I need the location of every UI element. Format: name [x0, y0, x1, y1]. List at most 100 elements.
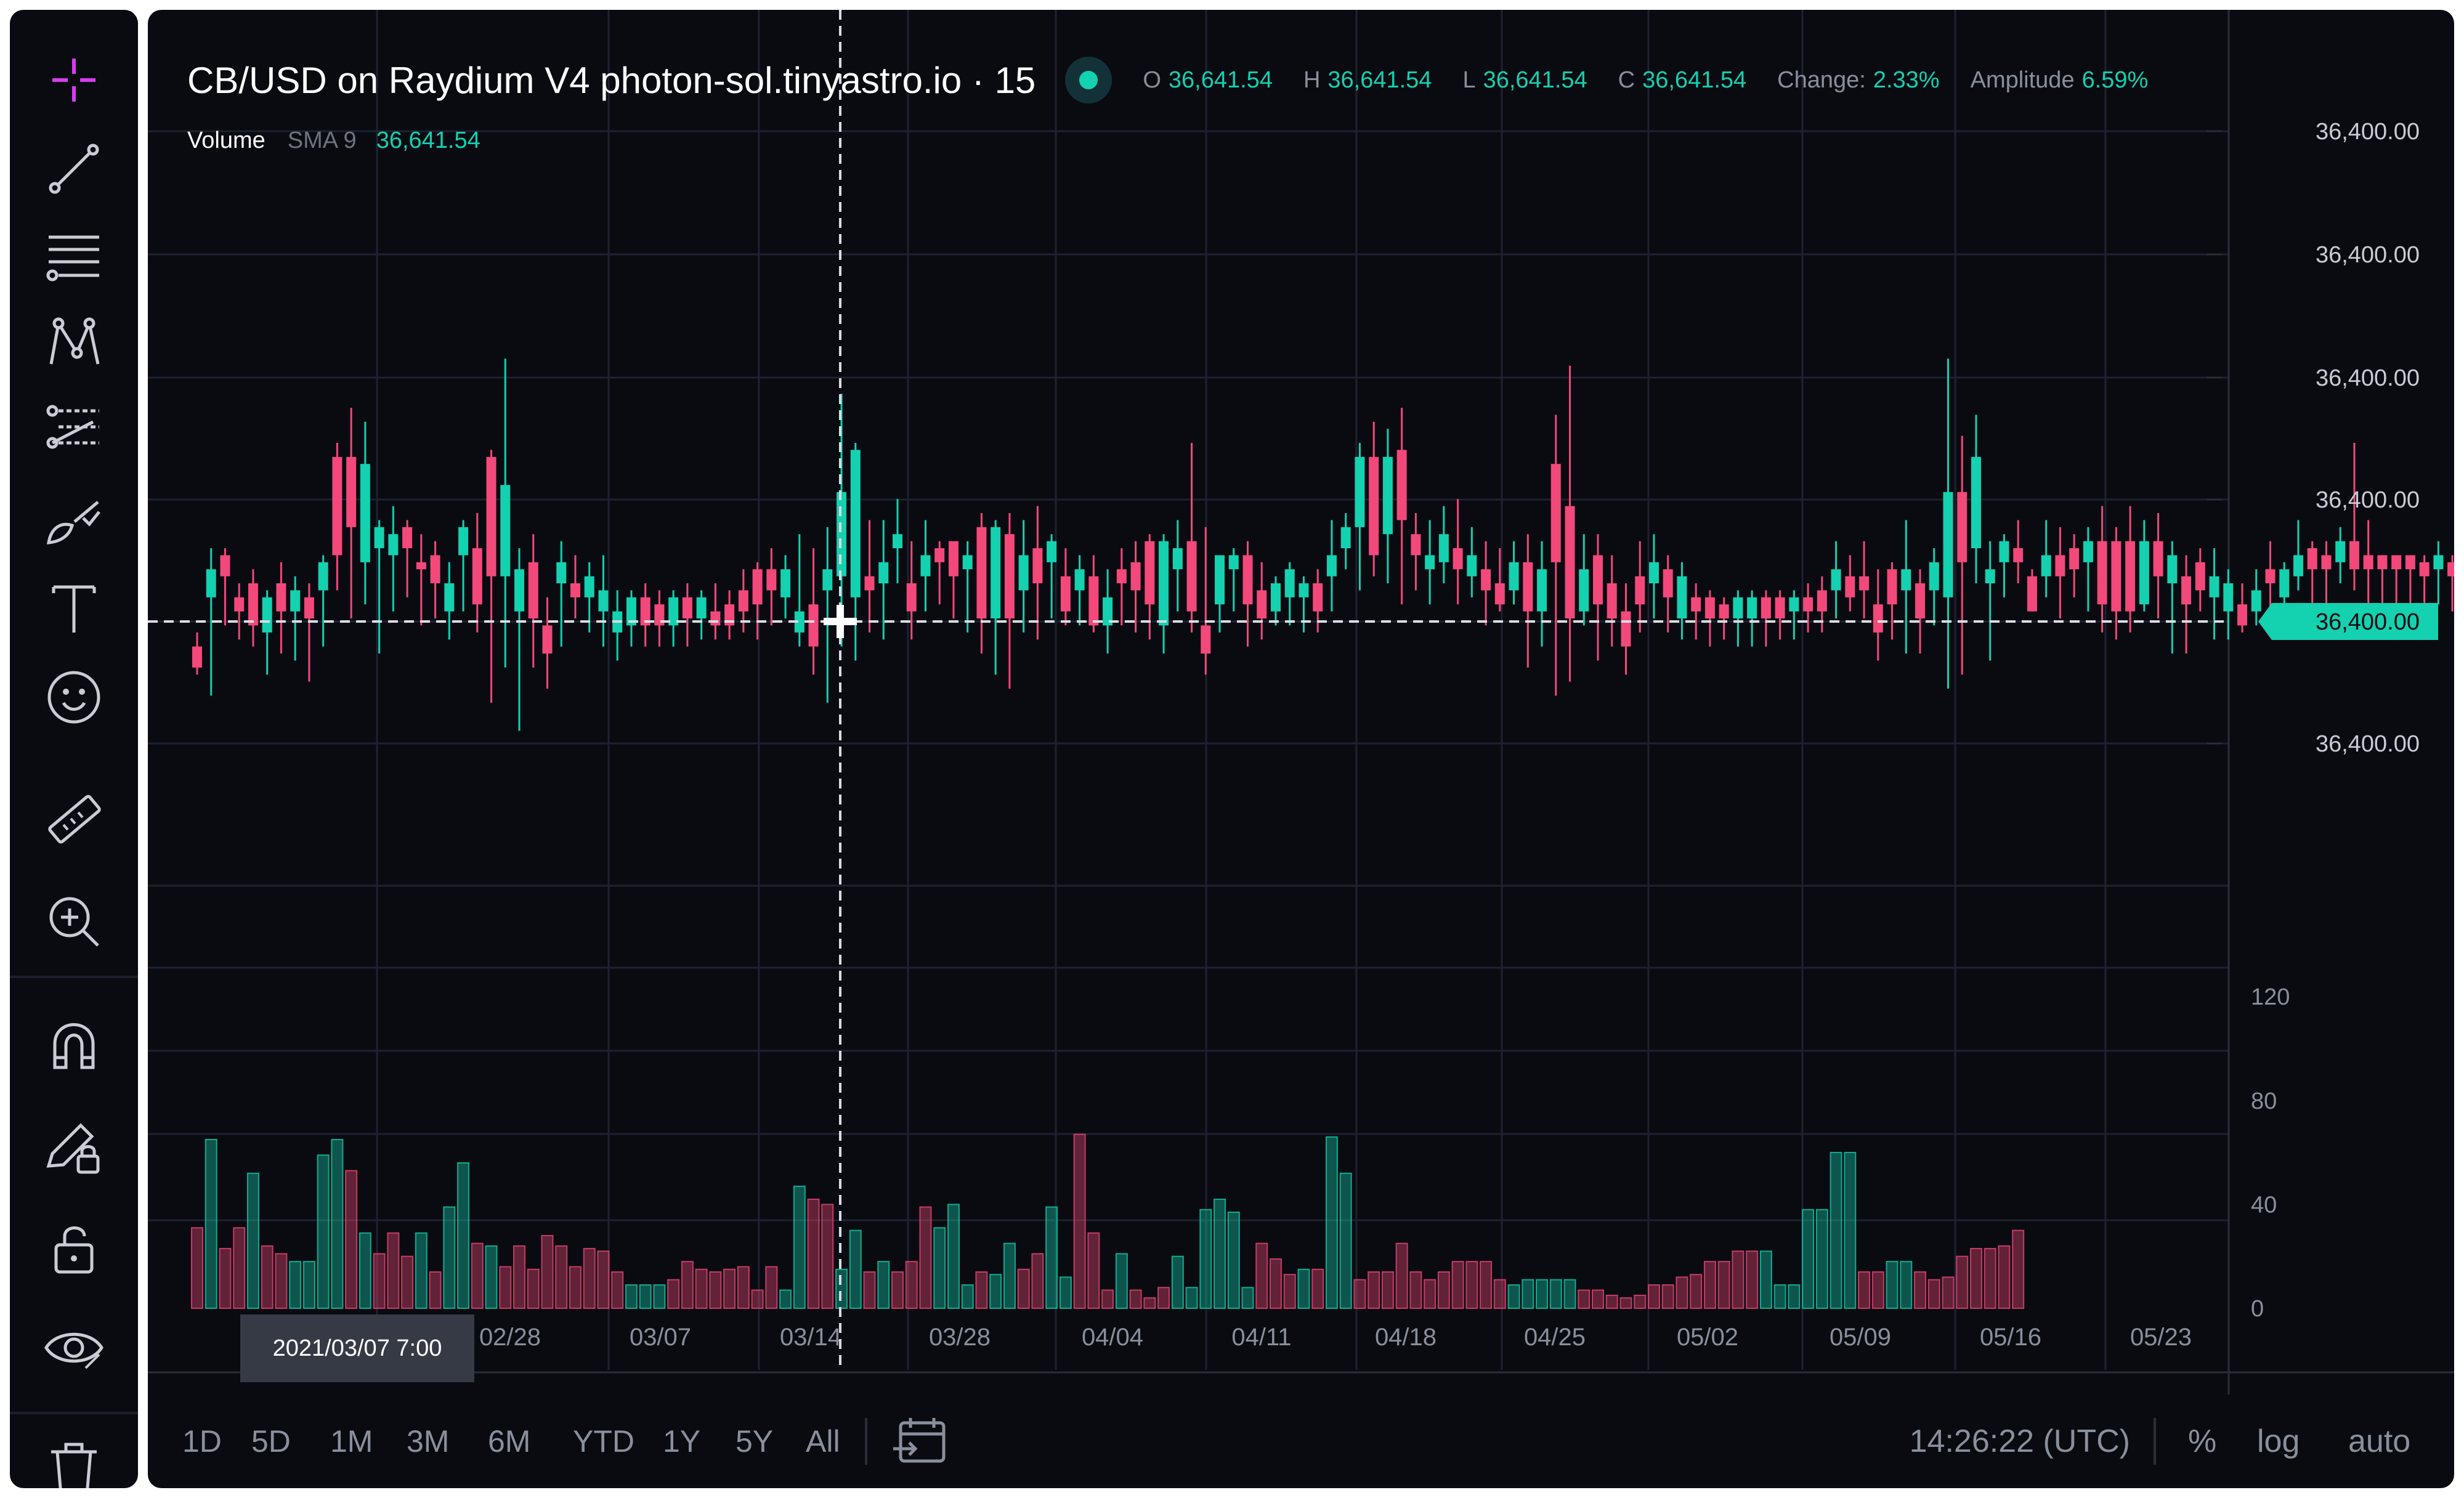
candle-body [514, 569, 525, 612]
volume-bar [1227, 1212, 1240, 1309]
volume-bar [1185, 1287, 1198, 1309]
volume-bar [1746, 1250, 1759, 1310]
volume-bar [905, 1261, 918, 1309]
text-icon[interactable] [37, 572, 111, 646]
volume-bar [1353, 1279, 1366, 1310]
candle-body [1593, 555, 1603, 605]
volume-bar [246, 1172, 259, 1310]
amplitude-readout: Amplitude 6.59% [1970, 67, 2149, 93]
crosshair-price-label: 36,400.00 [2316, 609, 2420, 635]
crosshair-icon[interactable] [37, 43, 111, 117]
volume-bar [1409, 1271, 1422, 1310]
pattern-icon[interactable] [37, 307, 111, 381]
volume-bar [1522, 1279, 1534, 1310]
magnet-icon[interactable] [37, 1008, 111, 1082]
log-scale-button[interactable]: log [2257, 1423, 2300, 1459]
volume-bar [219, 1248, 232, 1309]
candle-body [906, 583, 917, 612]
volume-bar [513, 1245, 526, 1310]
volume-bar [975, 1271, 988, 1310]
percent-scale-button[interactable]: % [2188, 1423, 2217, 1459]
chart-svg[interactable]: 36,400.00 36,400.00 36,400.00 36,400.00 36,4… [148, 10, 2454, 1395]
candle-body [1901, 569, 1911, 591]
candle-body [934, 548, 945, 562]
volume-bar [302, 1261, 315, 1309]
zoom-in-icon[interactable] [37, 885, 111, 958]
candle-body [360, 464, 370, 562]
utc-clock[interactable]: 14:26:22 (UTC) [1909, 1423, 2130, 1459]
volume-bar [1017, 1268, 1030, 1310]
volume-bar [961, 1284, 974, 1309]
volume-bar [1073, 1133, 1086, 1309]
range-1m-button[interactable]: 1M [330, 1424, 373, 1459]
horizontal-lines-icon[interactable] [37, 219, 111, 293]
candle-body [864, 576, 875, 591]
volume-bar [1900, 1261, 1913, 1309]
trash-icon[interactable] [37, 1430, 111, 1488]
fib-icon[interactable] [37, 394, 111, 468]
candle-body [2307, 548, 2317, 570]
candle-body [1915, 583, 1926, 618]
volume-bar [275, 1253, 288, 1310]
candle-body [2027, 576, 2037, 612]
volume-axis-label: 80 [2251, 1088, 2277, 1114]
candle-body [991, 527, 1001, 618]
candle-body [1088, 576, 1099, 626]
volume-bar [555, 1245, 568, 1310]
emoji-icon[interactable] [37, 660, 111, 734]
candle-body [304, 597, 314, 618]
candle-body [2321, 555, 2332, 570]
brush-icon[interactable] [37, 484, 111, 558]
candle-body [2405, 555, 2415, 570]
volume-bar [1927, 1279, 1940, 1310]
volume-bar [583, 1248, 596, 1309]
date-range-icon[interactable] [891, 1411, 952, 1472]
ruler-icon[interactable] [37, 783, 111, 857]
range-all-button[interactable]: All [806, 1424, 840, 1459]
candle-body [1999, 541, 2009, 562]
candle-body [780, 569, 791, 597]
range-3m-button[interactable]: 3M [407, 1424, 450, 1459]
candle-body [1733, 597, 1743, 618]
volume-bar [1507, 1284, 1520, 1309]
volume-bar [1732, 1250, 1745, 1310]
candle-body [2055, 555, 2065, 577]
volume-bar [541, 1234, 554, 1310]
candle-body [500, 485, 511, 577]
range-1y-button[interactable]: 1Y [663, 1424, 701, 1459]
range-5y-button[interactable]: 5Y [736, 1424, 774, 1459]
sma-value: 36,641.54 [376, 127, 480, 153]
volume-bar [1143, 1297, 1156, 1309]
candle-body [1172, 548, 1183, 570]
range-5d-button[interactable]: 5D [251, 1424, 291, 1459]
volume-bar [737, 1266, 750, 1309]
unlock-icon[interactable] [37, 1211, 111, 1285]
candle-body [1550, 464, 1561, 562]
volume-bar [1858, 1271, 1871, 1310]
candle-body [374, 527, 384, 548]
volume-bar [443, 1206, 456, 1309]
toolbar-divider [10, 1412, 138, 1414]
volume-bar [2012, 1229, 2025, 1309]
candle-body [1648, 562, 1659, 583]
candle-body [1537, 569, 1547, 612]
lock-draw-icon[interactable] [37, 1111, 111, 1185]
range-1d-button[interactable]: 1D [182, 1424, 222, 1459]
range-ytd-button[interactable]: YTD [573, 1424, 634, 1459]
volume-bar [289, 1261, 302, 1309]
candle-body [893, 534, 902, 548]
range-6m-button[interactable]: 6M [488, 1424, 531, 1459]
candle-body [626, 597, 636, 626]
trend-line-icon[interactable] [37, 132, 111, 206]
auto-scale-button[interactable]: auto [2348, 1423, 2411, 1459]
candle-body [430, 555, 440, 583]
x-tick-label: 03/28 [929, 1324, 991, 1351]
candle-body [1060, 576, 1071, 612]
candle-body [696, 597, 707, 618]
candle-body [1284, 569, 1295, 597]
x-tick-label: 05/09 [1830, 1324, 1891, 1351]
candle-body [2195, 562, 2205, 591]
eye-icon[interactable] [37, 1311, 111, 1385]
volume-bar [625, 1284, 638, 1309]
candle-body [1425, 555, 1435, 570]
